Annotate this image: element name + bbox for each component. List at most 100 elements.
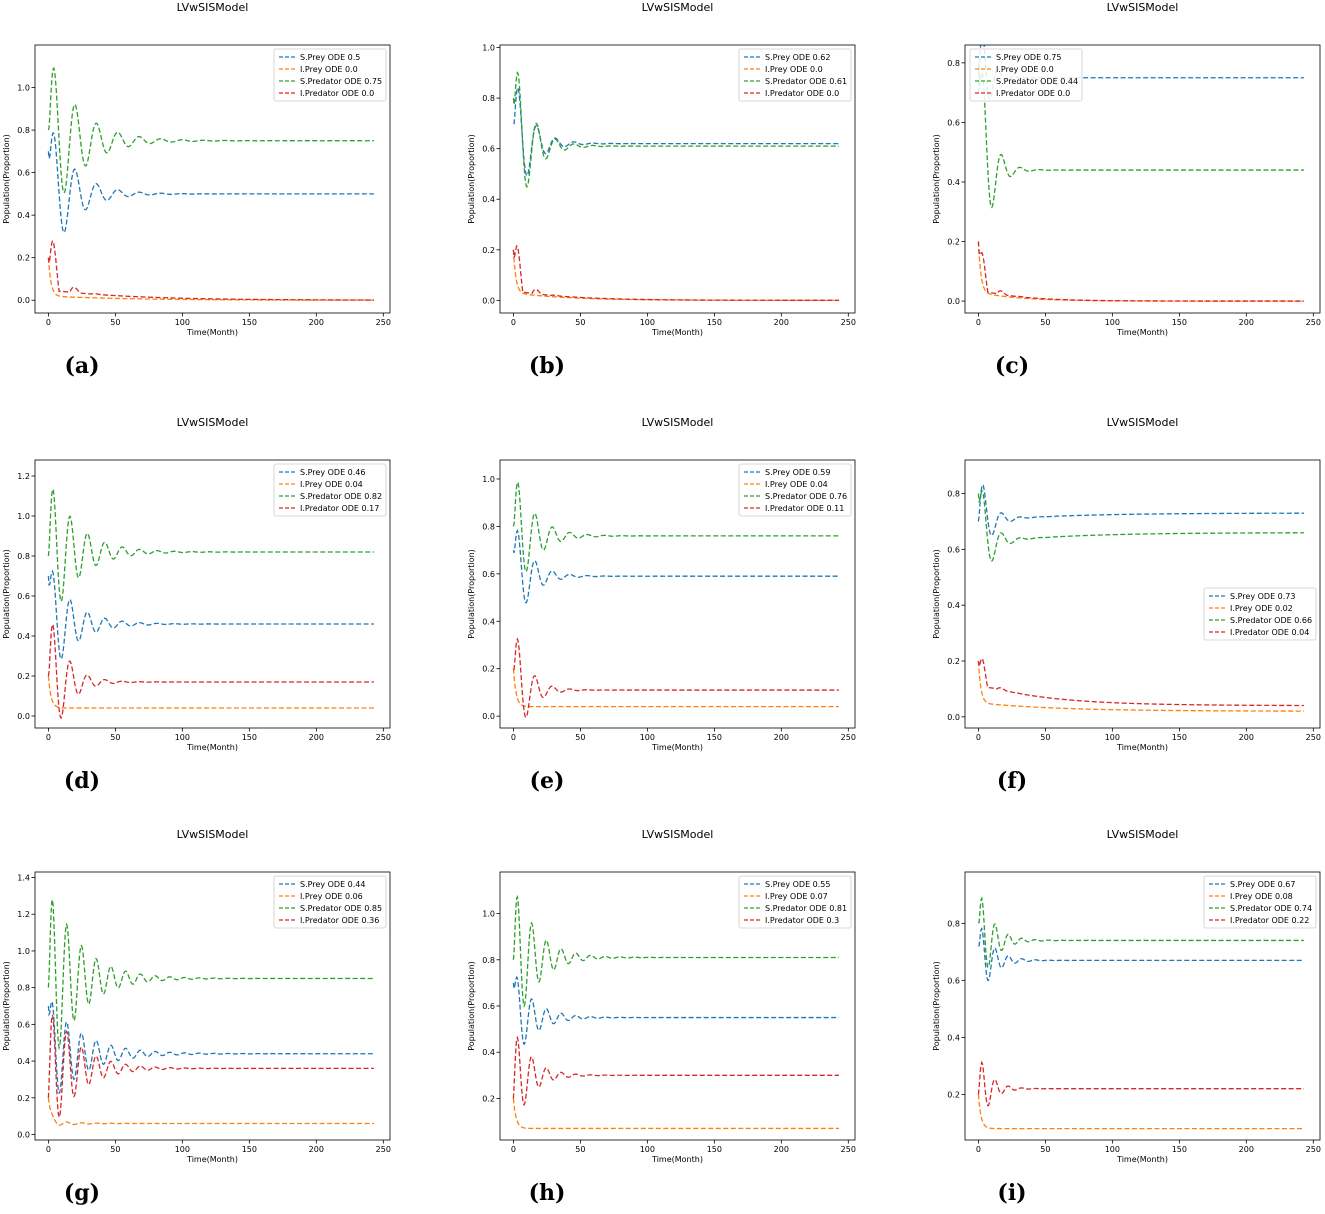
series-line-i-predator (47, 622, 374, 720)
panel-letter: (a) (64, 353, 99, 379)
y-axis-label: Population(Proportion) (467, 549, 476, 639)
legend-entry: S.Predator ODE 0.44 (996, 77, 1078, 86)
x-tick-label: 50 (575, 733, 585, 742)
chart-title: LVwSISModel (177, 1, 249, 14)
chart-title: LVwSISModel (177, 416, 249, 429)
y-tick-label: 0.4 (947, 601, 960, 610)
x-tick-label: 250 (376, 318, 391, 327)
legend-entry: I.Predator ODE 0.0 (300, 89, 374, 98)
plot-frame (499, 44, 856, 314)
y-tick-label: 0.4 (17, 632, 30, 641)
chart-panel: LVwSISModel 0 50 100 150 200 250 0.0 0.2 0.4 0.6 0.… (2, 828, 391, 1206)
series-line-i-prey (47, 257, 374, 301)
x-tick-label: 150 (1172, 1145, 1187, 1154)
series-line-s-predator (977, 62, 1304, 209)
series-line-i-predator (47, 1014, 374, 1119)
x-tick-label: 250 (1306, 318, 1321, 327)
chart-panel: LVwSISModel 0 50 100 150 200 250 0.2 0.4 0.6 0.8 1.… (467, 828, 856, 1206)
x-tick-label: 0 (976, 733, 981, 742)
series-line-s-predator (512, 71, 839, 188)
y-tick-label: 0.8 (947, 59, 960, 68)
legend-entry: I.Prey ODE 0.04 (765, 480, 828, 489)
y-axis-label: Population(Proportion) (2, 549, 11, 639)
x-tick-label: 150 (1172, 318, 1187, 327)
plot-frame (964, 871, 1321, 1141)
series-line-i-prey (977, 1094, 1304, 1130)
y-tick-label: 0.6 (482, 570, 495, 579)
chart-title: LVwSISModel (1107, 1, 1179, 14)
x-tick-label: 0 (46, 733, 51, 742)
x-tick-label: 0 (46, 318, 51, 327)
y-tick-label: 0.8 (17, 126, 30, 135)
x-axis-label: Time(Month) (1116, 743, 1168, 752)
panel-letter: (d) (64, 768, 100, 794)
panel-letter: (i) (997, 1180, 1026, 1206)
legend-entry: I.Prey ODE 0.02 (1230, 604, 1293, 613)
x-tick-label: 0 (511, 733, 516, 742)
series-line-i-predator (977, 241, 1304, 302)
x-axis-label: Time(Month) (1116, 328, 1168, 337)
y-tick-label: 0.2 (482, 1094, 495, 1103)
panel-letter: (f) (997, 768, 1027, 794)
x-tick-label: 200 (1239, 318, 1254, 327)
y-tick-label: 0.0 (17, 296, 30, 305)
legend-entry: I.Predator ODE 0.0 (996, 89, 1070, 98)
legend-entry: I.Predator ODE 0.3 (765, 916, 839, 925)
x-tick-label: 0 (511, 1145, 516, 1154)
chart-panel: LVwSISModel 0 50 100 150 200 250 0.0 0.2 0.4 0.6 0.… (2, 1, 391, 379)
legend-entry: S.Prey ODE 0.67 (1230, 880, 1295, 889)
legend: S.Prey ODE 0.67 I.Prey ODE 0.08 S.Predator… (1203, 875, 1317, 929)
legend-entry: I.Predator ODE 0.17 (300, 504, 379, 513)
x-tick-label: 100 (175, 733, 190, 742)
legend-box (273, 463, 387, 517)
chart-panel: LVwSISModel 0 50 100 150 200 250 0.0 0.2 0.4 0.6 0.… (2, 416, 391, 794)
series-line-i-prey (47, 675, 374, 709)
y-tick-label: 0.2 (17, 672, 30, 681)
legend-entry: S.Prey ODE 0.44 (300, 880, 365, 889)
y-tick-label: 0.2 (947, 238, 960, 247)
legend-box (738, 48, 852, 102)
y-axis-label: Population(Proportion) (2, 961, 11, 1051)
chart-title: LVwSISModel (1107, 828, 1179, 841)
x-tick-label: 50 (1040, 318, 1050, 327)
x-tick-label: 50 (110, 733, 120, 742)
legend: S.Prey ODE 0.5 I.Prey ODE 0.0 S.Predator O… (273, 48, 387, 102)
legend: S.Prey ODE 0.73 I.Prey ODE 0.02 S.Predator… (1203, 587, 1317, 641)
legend-entry: I.Predator ODE 0.36 (300, 916, 379, 925)
plot-frame (34, 44, 391, 314)
y-tick-label: 0.0 (17, 1130, 30, 1139)
x-tick-label: 100 (1105, 733, 1120, 742)
chart-panel: LVwSISModel 0 50 100 150 200 250 0.0 0.2 0.4 0.6 0.… (467, 1, 856, 379)
x-tick-label: 50 (575, 318, 585, 327)
x-tick-label: 200 (774, 1145, 789, 1154)
series-line-s-prey (978, 926, 1304, 982)
series-line-i-prey (512, 1098, 839, 1130)
y-tick-label: 0.4 (17, 1057, 30, 1066)
y-tick-label: 0.6 (17, 1020, 30, 1029)
legend-entry: S.Prey ODE 0.75 (996, 53, 1061, 62)
legend-entry: S.Prey ODE 0.5 (300, 53, 360, 62)
y-tick-label: 0.8 (947, 919, 960, 928)
y-tick-label: 0.2 (17, 1094, 30, 1103)
x-tick-label: 200 (309, 318, 324, 327)
y-axis-label: Population(Proportion) (932, 961, 941, 1051)
legend-entry: S.Predator ODE 0.74 (1230, 904, 1312, 913)
y-tick-label: 0.0 (17, 712, 30, 721)
legend: S.Prey ODE 0.46 I.Prey ODE 0.04 S.Predator… (273, 463, 387, 517)
x-tick-label: 50 (575, 1145, 585, 1154)
legend: S.Prey ODE 0.62 I.Prey ODE 0.0 S.Predator … (738, 48, 852, 102)
y-tick-label: 0.8 (17, 984, 30, 993)
x-tick-label: 100 (640, 1145, 655, 1154)
legend-entry: I.Prey ODE 0.04 (300, 480, 363, 489)
x-tick-label: 250 (841, 1145, 856, 1154)
x-tick-label: 50 (110, 1145, 120, 1154)
x-tick-label: 0 (511, 318, 516, 327)
x-axis-label: Time(Month) (651, 1155, 703, 1164)
x-tick-label: 0 (976, 318, 981, 327)
legend-entry: I.Prey ODE 0.07 (765, 892, 828, 901)
legend: S.Prey ODE 0.44 I.Prey ODE 0.06 S.Predator… (273, 875, 387, 929)
x-tick-label: 50 (1040, 1145, 1050, 1154)
y-tick-label: 0.0 (947, 713, 960, 722)
panel-letter: (e) (530, 768, 565, 794)
x-tick-label: 100 (175, 318, 190, 327)
